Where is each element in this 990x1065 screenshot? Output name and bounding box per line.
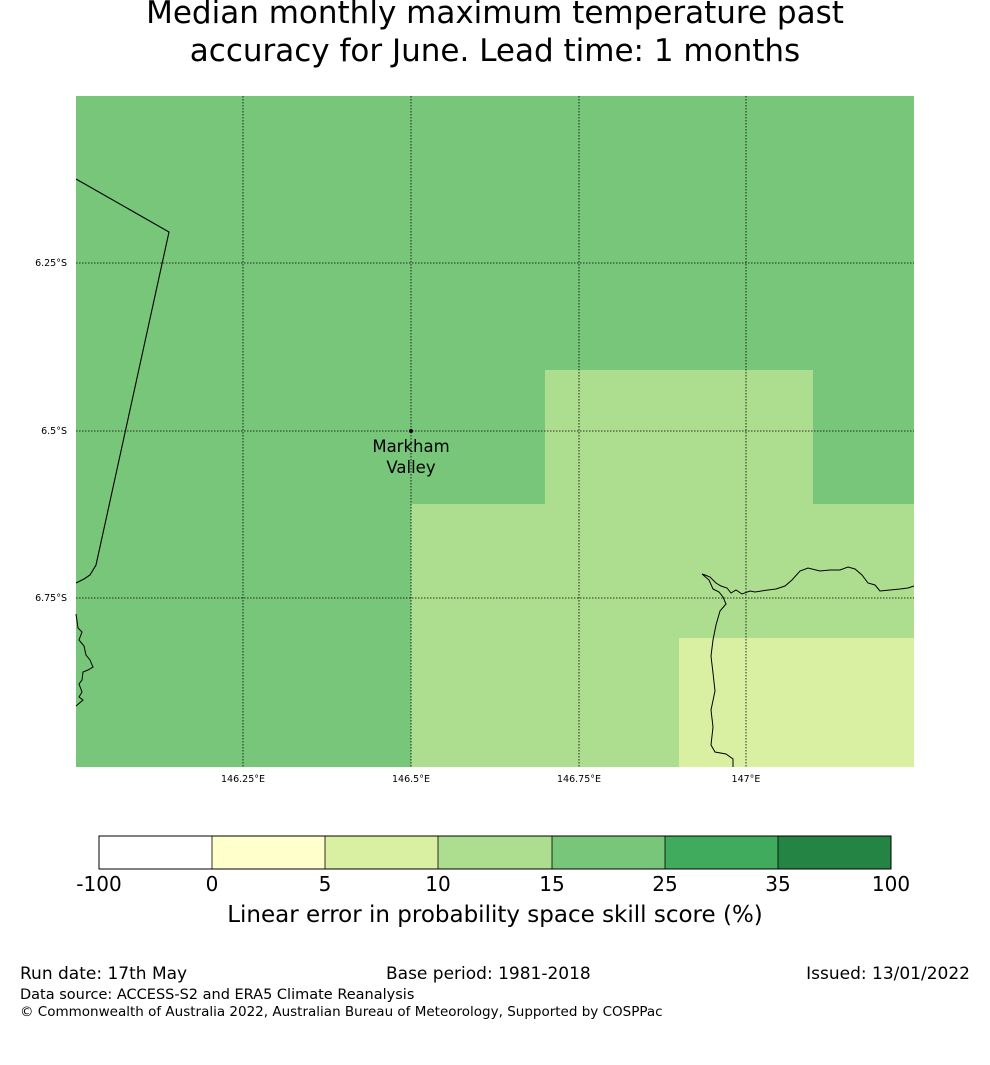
lon-label-146-75: 146.75°E xyxy=(557,774,601,785)
colorbar-tick: 10 xyxy=(425,872,451,896)
colorbar-swatch-5 xyxy=(552,836,665,869)
issued-date: Issued: 13/01/2022 xyxy=(806,964,970,984)
run-date: Run date: 17th May xyxy=(20,964,188,984)
gridlines xyxy=(76,96,914,767)
place-marker xyxy=(409,429,413,433)
title-line-2: accuracy for June. Lead time: 1 months xyxy=(189,33,801,69)
lon-label-147: 147°E xyxy=(732,774,761,785)
coastline-east xyxy=(701,566,915,767)
colorbar-swatch-3 xyxy=(325,836,438,869)
lat-label-6-25: 6.25°S xyxy=(35,258,67,269)
base-period: Base period: 1981-2018 xyxy=(386,964,591,984)
chart-title: Median monthly maximum temperature past … xyxy=(0,0,990,70)
colorbar-swatch-4 xyxy=(438,836,552,869)
colorbar-swatch-2 xyxy=(212,836,325,869)
data-source: Data source: ACCESS-S2 and ERA5 Climate … xyxy=(20,987,415,1003)
colorbar-swatch-1 xyxy=(99,836,212,869)
map-cell-east xyxy=(545,370,813,505)
lat-label-6-5: 6.5°S xyxy=(41,426,67,437)
title-line-1: Median monthly maximum temperature past xyxy=(146,0,844,31)
lon-label-146-5: 146.5°E xyxy=(392,774,430,785)
lon-label-146-25: 146.25°E xyxy=(221,774,265,785)
colorbar-tick: 15 xyxy=(539,872,565,896)
colorbar-tick: 35 xyxy=(765,872,791,896)
colorbar-tick: 100 xyxy=(871,872,911,896)
colorbar-tick: 25 xyxy=(652,872,678,896)
colorbar-swatch-6 xyxy=(665,836,778,869)
place-label-markham-valley: Markham Valley xyxy=(372,437,450,477)
coastline-west xyxy=(75,613,94,707)
colorbar-tick: 5 xyxy=(318,872,332,896)
copyright: © Commonwealth of Australia 2022, Austra… xyxy=(20,1004,663,1020)
colorbar-tick: -100 xyxy=(76,872,122,896)
map-cell-southeast xyxy=(679,638,914,767)
colorbar-tick: 0 xyxy=(205,872,219,896)
colorbar-frame xyxy=(98,835,892,870)
country-border xyxy=(75,178,170,584)
colorbar xyxy=(98,835,892,870)
colorbar-label: Linear error in probability space skill … xyxy=(227,902,763,928)
colorbar-swatch-7 xyxy=(778,836,891,869)
lat-label-6-75: 6.75°S xyxy=(35,593,67,604)
